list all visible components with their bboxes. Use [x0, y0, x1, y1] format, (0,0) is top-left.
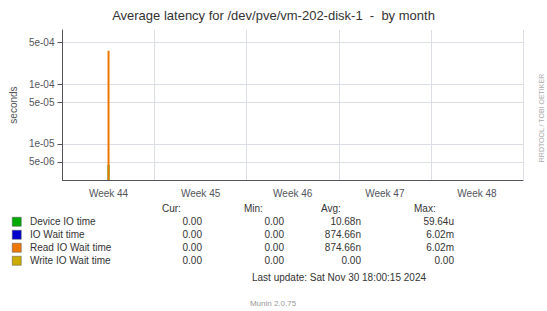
svg-text:5e-04: 5e-04	[29, 37, 55, 48]
svg-text:Week 45: Week 45	[181, 188, 221, 199]
svg-text:0.00: 0.00	[265, 242, 285, 253]
svg-text:0.00: 0.00	[183, 216, 203, 227]
svg-text:1e-04: 1e-04	[29, 79, 55, 90]
svg-text:Avg:: Avg:	[321, 203, 341, 214]
svg-text:5e-05: 5e-05	[29, 97, 55, 108]
svg-text:0.00: 0.00	[183, 242, 203, 253]
svg-text:Write IO Wait time: Write IO Wait time	[30, 255, 111, 266]
svg-text:0.00: 0.00	[342, 255, 362, 266]
svg-text:0.00: 0.00	[183, 255, 203, 266]
svg-text:874.66n: 874.66n	[325, 242, 361, 253]
svg-text:0.00: 0.00	[265, 255, 285, 266]
svg-text:seconds: seconds	[8, 86, 19, 123]
svg-text:0.00: 0.00	[265, 229, 285, 240]
svg-text:IO Wait time: IO Wait time	[30, 229, 85, 240]
svg-text:Week 48: Week 48	[457, 188, 497, 199]
svg-text:RRDTOOL / TOBI OETIKER: RRDTOOL / TOBI OETIKER	[538, 74, 545, 162]
svg-text:5e-06: 5e-06	[29, 156, 55, 167]
svg-text:Device IO time: Device IO time	[30, 216, 96, 227]
svg-text:Week 47: Week 47	[365, 188, 405, 199]
svg-text:Last update: Sat Nov 30 18:00:: Last update: Sat Nov 30 18:00:15 2024	[252, 272, 426, 283]
svg-text:6.02m: 6.02m	[426, 242, 454, 253]
svg-text:10.68n: 10.68n	[330, 216, 361, 227]
svg-text:6.02m: 6.02m	[426, 229, 454, 240]
svg-text:0.00: 0.00	[183, 229, 203, 240]
svg-text:Average latency for /dev/pve/v: Average latency for /dev/pve/vm-202-disk…	[112, 8, 435, 23]
svg-text:Munin 2.0.75: Munin 2.0.75	[250, 299, 297, 308]
svg-text:Week 46: Week 46	[273, 188, 313, 199]
svg-text:0.00: 0.00	[435, 255, 455, 266]
svg-text:0.00: 0.00	[265, 216, 285, 227]
svg-text:Read IO Wait time: Read IO Wait time	[30, 242, 112, 253]
svg-text:Week 44: Week 44	[89, 188, 129, 199]
svg-text:Min:: Min:	[244, 203, 263, 214]
svg-text:59.64u: 59.64u	[423, 216, 454, 227]
svg-text:874.66n: 874.66n	[325, 229, 361, 240]
svg-text:Max:: Max:	[414, 203, 436, 214]
svg-text:1e-05: 1e-05	[29, 138, 55, 149]
svg-text:Cur:: Cur:	[162, 203, 181, 214]
